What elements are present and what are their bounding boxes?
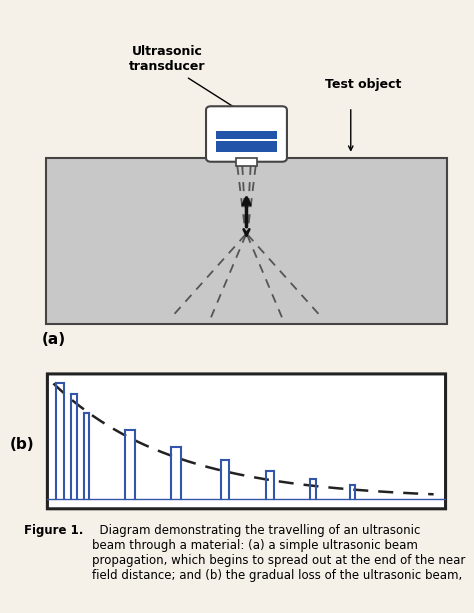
Text: (a): (a) bbox=[42, 332, 66, 347]
Bar bbox=[46, 158, 447, 324]
Text: Figure 1.: Figure 1. bbox=[24, 524, 83, 537]
Text: Test object: Test object bbox=[325, 78, 401, 91]
Bar bbox=[216, 131, 277, 152]
FancyBboxPatch shape bbox=[206, 106, 287, 162]
Bar bbox=[216, 139, 277, 142]
Text: Diagram demonstrating the travelling of an ultrasonic
beam through a material: (: Diagram demonstrating the travelling of … bbox=[92, 524, 466, 582]
FancyBboxPatch shape bbox=[47, 374, 446, 509]
Text: (b): (b) bbox=[9, 437, 34, 452]
Text: Ultrasonic
transducer: Ultrasonic transducer bbox=[129, 45, 205, 73]
Bar bbox=[236, 158, 257, 166]
